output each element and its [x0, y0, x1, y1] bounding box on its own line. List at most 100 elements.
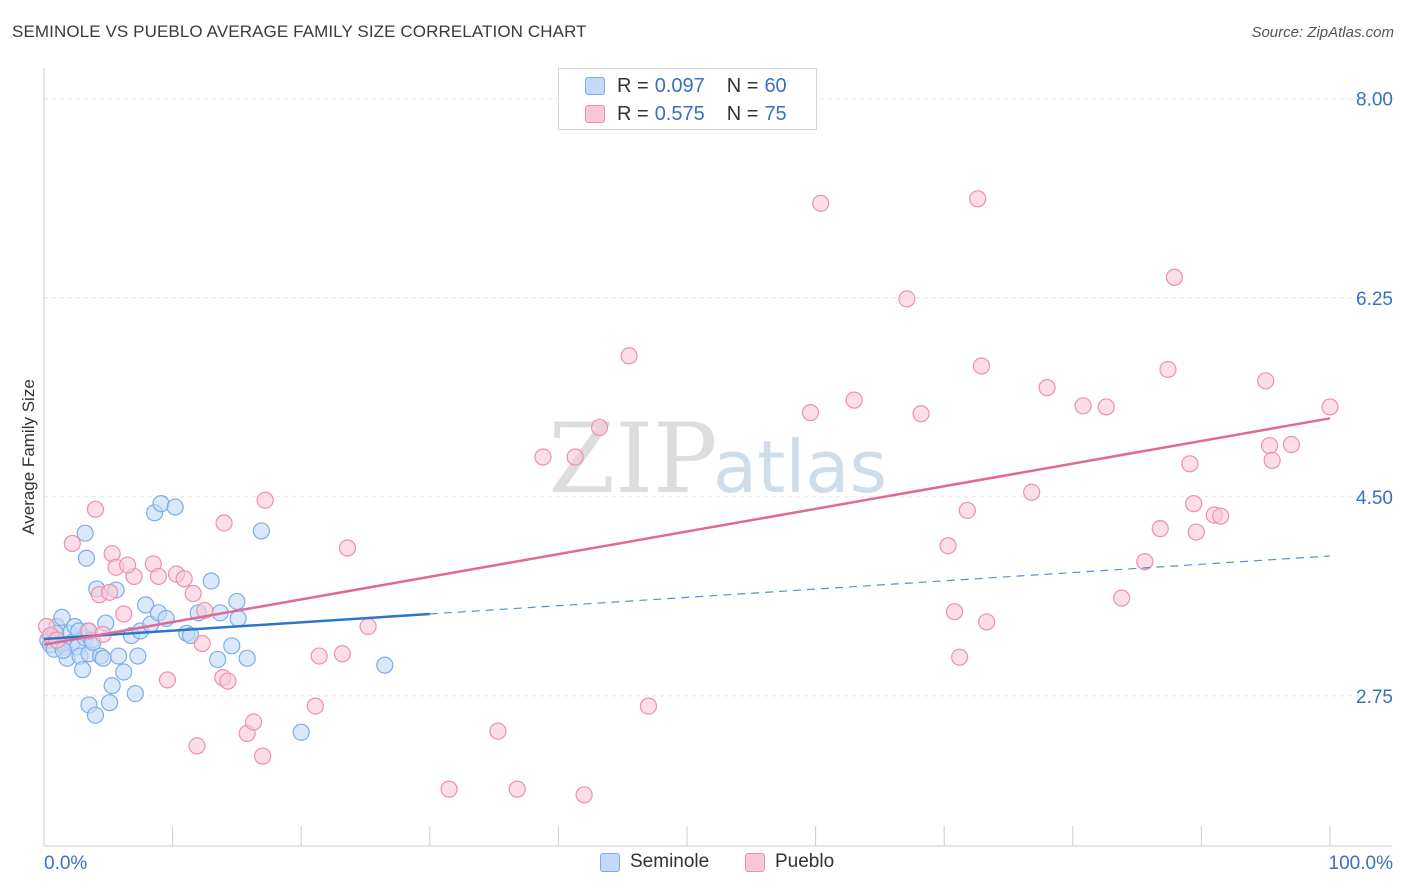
pueblo-point [1159, 360, 1177, 379]
seminole-point [209, 650, 227, 669]
legend-item-seminole[interactable]: Seminole [600, 851, 709, 873]
pueblo-point [969, 190, 987, 208]
pueblo-point [149, 567, 168, 586]
tick-labels: 2.75 4.50 6.25 8.00 0.0% 100.0% [44, 90, 1393, 874]
pueblo-point [566, 448, 584, 466]
n-label: N = [726, 74, 759, 97]
seminole-trend-extension [429, 555, 1331, 615]
pueblo-point [1185, 495, 1203, 513]
y-tick-label: 8.00 [1356, 90, 1393, 111]
pueblo-point [1038, 379, 1056, 397]
seminole-point [223, 637, 241, 655]
pueblo-point [184, 584, 202, 603]
pueblo-point [1023, 483, 1041, 501]
pueblo-point [1151, 520, 1169, 538]
pueblo-point [958, 501, 976, 520]
pueblo-point [193, 634, 211, 653]
pueblo-point [1165, 268, 1183, 286]
n-value: 75 [764, 102, 787, 125]
pueblo-point [359, 617, 377, 636]
seminole-point [109, 647, 128, 665]
pueblo-swatch [745, 852, 765, 872]
legend-item-pueblo[interactable]: Pueblo [745, 851, 834, 873]
seminole-point [228, 592, 246, 611]
seminole-point [129, 647, 147, 665]
seminole-trend-line [43, 612, 430, 641]
seminole-swatch [585, 77, 605, 95]
pueblo-point [115, 605, 133, 623]
pueblo-point [639, 697, 658, 715]
pueblo-point [118, 556, 137, 574]
pueblo-point [898, 290, 916, 308]
pueblo-point [306, 697, 324, 715]
seminole-point [100, 694, 119, 712]
seminole-point [76, 524, 94, 542]
pueblo-point [440, 780, 458, 798]
pueblo-point [489, 722, 507, 740]
seminole-point [202, 572, 220, 590]
seminole-point [126, 684, 144, 703]
pueblo-point [1257, 372, 1275, 390]
seminole-point [86, 706, 105, 724]
r-label: R = [617, 102, 649, 125]
pueblo-point [575, 786, 593, 804]
legend-label: Pueblo [775, 851, 835, 872]
seminole-point [152, 495, 170, 513]
pueblo-point [256, 491, 274, 509]
pueblo-point [590, 418, 609, 437]
seminole-point [73, 661, 92, 679]
seminole-point [376, 656, 394, 674]
seminole-point [238, 649, 256, 667]
series-legend: Seminole Pueblo [0, 851, 1406, 877]
pueblo-point [1113, 589, 1131, 607]
x-tick-label-max: 100.0% [1329, 853, 1394, 874]
pueblo-point [158, 671, 177, 689]
n-value: 60 [764, 74, 787, 97]
pueblo-point [534, 448, 552, 466]
gridlines [44, 98, 1392, 697]
pueblo-point [845, 391, 863, 409]
pueblo-point [812, 194, 830, 212]
pueblo-swatch [585, 105, 605, 123]
data-points [37, 190, 1339, 804]
pueblo-point [1136, 553, 1154, 571]
pueblo-point [254, 747, 272, 765]
pueblo-point [1263, 451, 1281, 470]
pueblo-point [801, 404, 820, 422]
seminole-point [252, 522, 270, 540]
seminole-point [53, 608, 71, 626]
r-value: 0.575 [654, 102, 705, 125]
pueblo-point [972, 357, 991, 375]
pueblo-point [912, 405, 930, 423]
pueblo-point [100, 583, 119, 601]
y-tick-label: 4.50 [1356, 488, 1393, 509]
pueblo-point [86, 500, 105, 518]
n-label: N = [726, 102, 759, 125]
seminole-swatch [600, 852, 620, 872]
axes [43, 68, 1392, 847]
r-label: R = [617, 74, 649, 97]
seminole-point [292, 723, 310, 741]
chart-title: SEMINOLE VS PUEBLO AVERAGE FAMILY SIZE C… [12, 22, 587, 41]
pueblo-trend-line [43, 417, 1331, 646]
pueblo-point [1212, 507, 1230, 525]
pueblo-point [939, 537, 957, 555]
pueblo-point [219, 672, 237, 690]
seminole-point [166, 498, 184, 516]
pueblo-point [333, 645, 351, 663]
r-value: 0.097 [654, 74, 705, 97]
trend-lines [43, 417, 1331, 646]
pueblo-point [215, 514, 233, 532]
seminole-point [77, 549, 96, 567]
pueblo-point [63, 534, 81, 553]
pueblo-point [1187, 523, 1205, 541]
pueblo-point [1260, 437, 1279, 455]
seminole-point [103, 677, 121, 695]
pueblo-point [338, 539, 357, 557]
pueblo-point [620, 347, 638, 365]
pueblo-point [1282, 435, 1301, 454]
seminole-point [136, 596, 155, 614]
seminole-point [94, 649, 112, 667]
